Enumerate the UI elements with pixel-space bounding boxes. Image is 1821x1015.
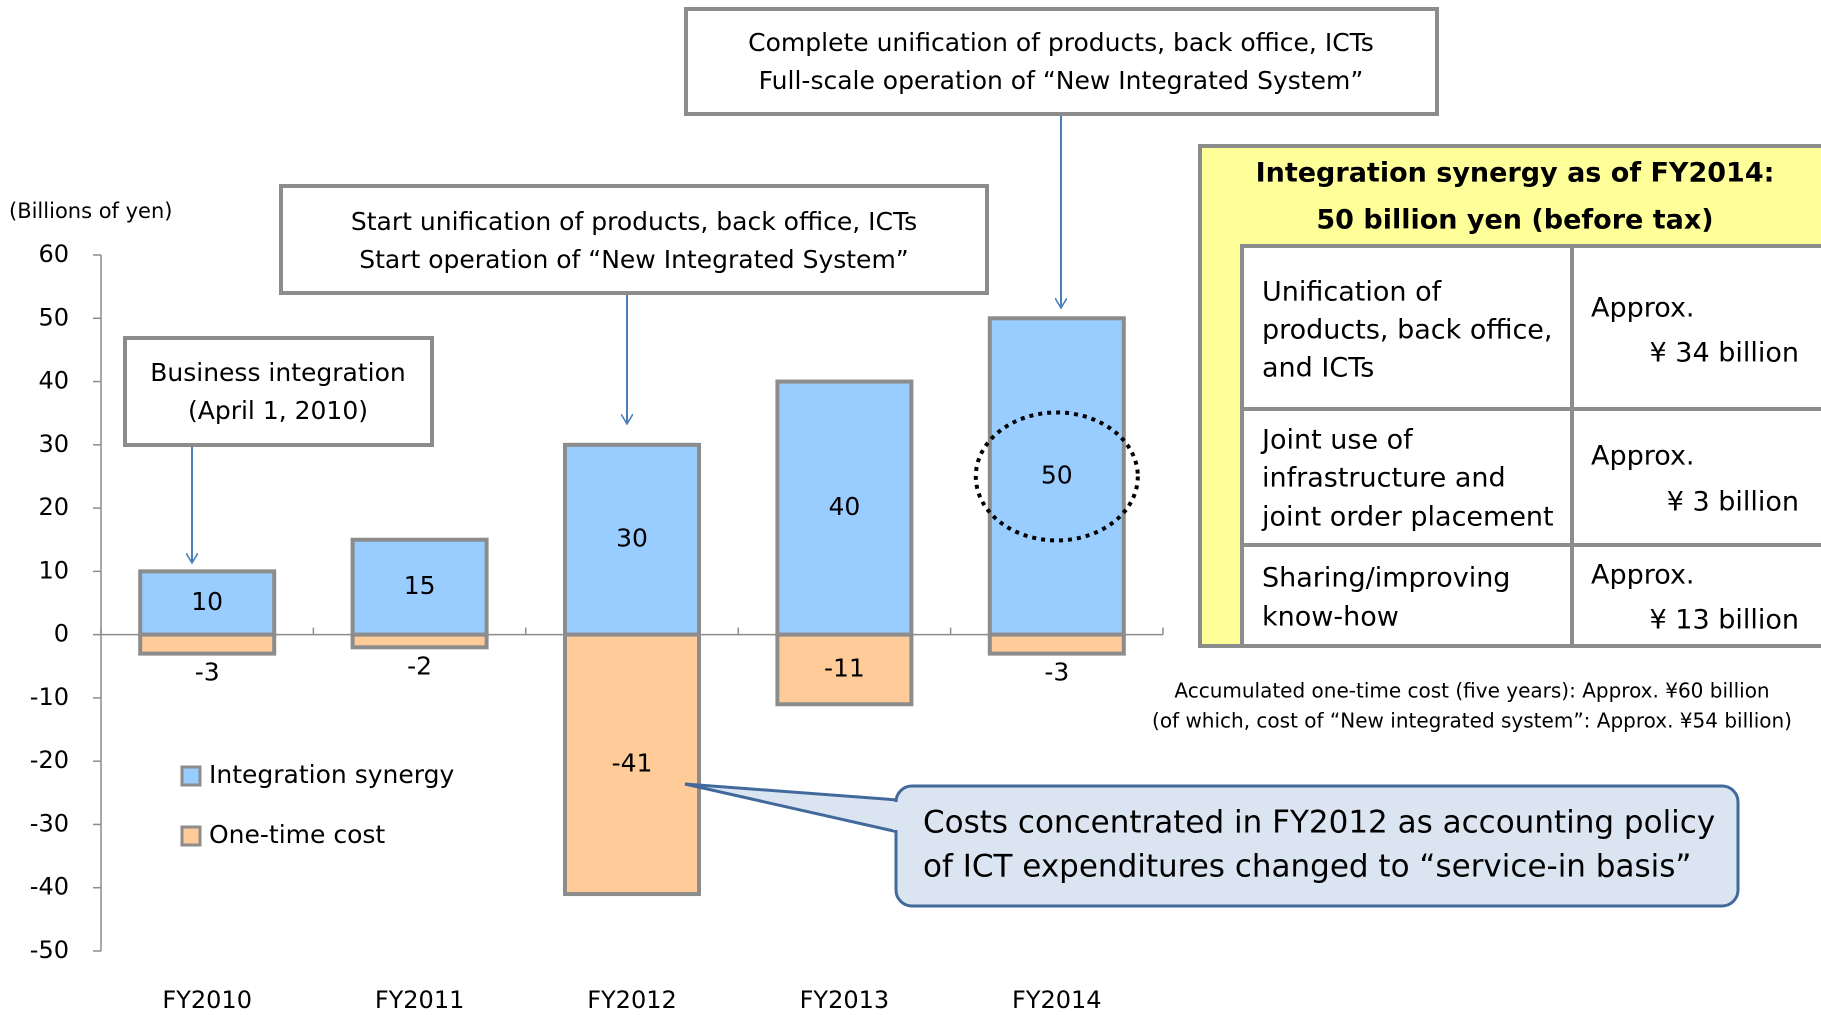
y-tick-label: 30 [38, 430, 69, 458]
bar [138, 569, 277, 637]
table-approx: Approx. [1591, 441, 1695, 472]
bar [775, 632, 914, 707]
value-label: -41 [612, 748, 653, 777]
legend-label: Integration synergy [209, 760, 454, 789]
x-tick-label: FY2011 [375, 986, 465, 1014]
annotation: Complete unification of products, back o… [748, 28, 1374, 57]
table-item: know-how [1262, 602, 1399, 633]
table-item: products, back office, [1262, 315, 1553, 346]
value-label: -3 [1044, 658, 1069, 687]
note: Accumulated one-time cost (five years): … [1174, 679, 1769, 703]
x-tick-label: FY2013 [800, 986, 890, 1014]
bar [563, 442, 701, 637]
annotation: Start unification of products, back offi… [351, 207, 917, 236]
highlight-ring [973, 410, 1140, 543]
y-tick-label: 20 [38, 493, 69, 521]
table-amount: ¥ 13 billion [1650, 605, 1799, 636]
callout-box [684, 7, 1439, 116]
bar [987, 316, 1126, 637]
bar [350, 537, 489, 637]
x-tick-label: FY2010 [162, 986, 252, 1014]
annotation: (April 1, 2010) [188, 396, 368, 425]
value-label: 10 [191, 587, 223, 616]
pointer-join [893, 802, 901, 830]
y-tick-label: 40 [38, 367, 69, 395]
value-label: 40 [828, 492, 860, 521]
table-item: infrastructure and [1262, 463, 1506, 494]
bar [775, 379, 914, 637]
callout-box [279, 184, 989, 295]
bar [350, 632, 489, 650]
value-label: -2 [407, 651, 432, 680]
value-label: -3 [195, 658, 220, 687]
table-title: 50 billion yen (before tax) [1316, 205, 1713, 236]
legend-swatch [180, 765, 202, 787]
table-body [1240, 244, 1821, 648]
y-tick-label: 0 [54, 620, 69, 648]
annotation: Business integration [150, 358, 406, 387]
y-tick-label: -40 [30, 873, 69, 901]
bar [563, 632, 701, 897]
callout-box [894, 784, 1740, 908]
callout-box [123, 336, 434, 447]
value-label: 50 [1041, 460, 1073, 489]
table-item: Joint use of [1260, 425, 1414, 456]
annotation: Start operation of “New Integrated Syste… [359, 245, 909, 274]
annotation: Full-scale operation of “New Integrated … [759, 66, 1364, 95]
value-label: -11 [824, 653, 865, 682]
table-item: Sharing/improving [1262, 563, 1510, 594]
note: (of which, cost of “New integrated syste… [1152, 709, 1792, 733]
table-approx: Approx. [1591, 560, 1695, 591]
annotation: Costs concentrated in FY2012 as accounti… [923, 805, 1715, 841]
value-label: 15 [404, 571, 436, 600]
y-tick-label: -20 [30, 746, 69, 774]
legend-label: One-time cost [209, 820, 385, 849]
y-tick-label: 10 [38, 556, 69, 584]
y-tick-label: 50 [38, 303, 69, 331]
bar [138, 632, 277, 656]
x-tick-label: FY2012 [587, 986, 677, 1014]
table-amount: ¥ 34 billion [1650, 338, 1799, 369]
x-tick-label: FY2014 [1012, 986, 1102, 1014]
table-approx: Approx. [1591, 293, 1695, 324]
table-item: and ICTs [1262, 353, 1374, 384]
annotation: of ICT expenditures changed to “service-… [923, 849, 1691, 885]
y-tick-label: -30 [30, 809, 69, 837]
value-label: 30 [616, 524, 648, 553]
y-tick-label: -50 [30, 936, 69, 964]
y-axis-label: (Billions of yen) [9, 199, 172, 223]
table-amount: ¥ 3 billion [1667, 487, 1799, 518]
table-item: Unification of [1262, 277, 1443, 308]
y-tick-label: -10 [30, 683, 69, 711]
callout-pointer [684, 782, 900, 834]
legend-swatch [180, 825, 202, 847]
table-item: joint order placement [1261, 502, 1554, 533]
bar [987, 632, 1126, 656]
table-title: Integration synergy as of FY2014: [1256, 158, 1775, 189]
y-tick-label: 60 [38, 240, 69, 268]
